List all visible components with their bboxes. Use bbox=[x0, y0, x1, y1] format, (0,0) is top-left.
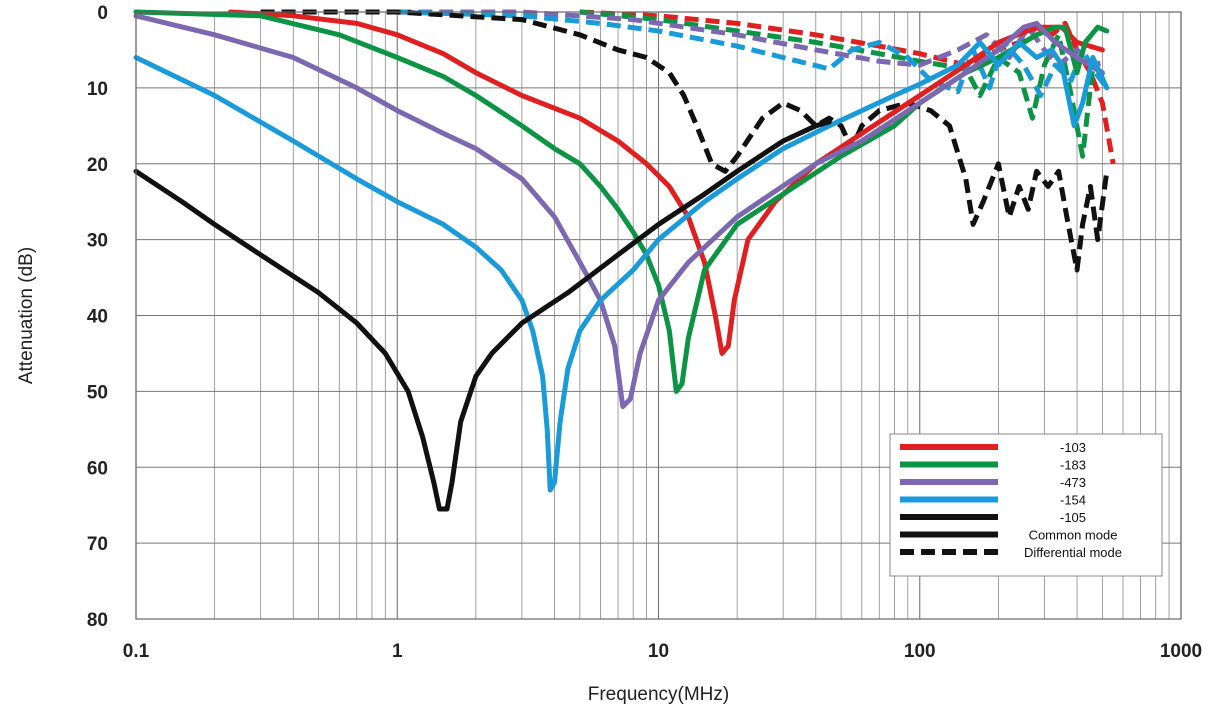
y-tick-label: 30 bbox=[87, 231, 108, 252]
legend-label: -183 bbox=[1060, 458, 1086, 473]
y-tick-label: 70 bbox=[87, 534, 108, 555]
series-line-common-105 bbox=[133, 119, 832, 512]
y-tick-labels: 0 10 20 30 40 50 60 70 80 bbox=[87, 3, 108, 631]
plot-frame bbox=[135, 11, 1182, 620]
series-line-differential-105 bbox=[260, 9, 1110, 273]
legend-label: -105 bbox=[1060, 510, 1086, 525]
x-tick-labels: 0.1 1 10 100 1000 bbox=[123, 641, 1202, 662]
series-line-common-103 bbox=[228, 9, 1105, 356]
x-axis-title: Frequency(MHz) bbox=[588, 684, 729, 705]
legend-box bbox=[889, 433, 1163, 577]
series-line-common-154 bbox=[133, 39, 1110, 493]
y-tick-label: 20 bbox=[87, 155, 108, 176]
y-tick-label: 50 bbox=[87, 382, 108, 403]
legend-label: -103 bbox=[1060, 440, 1086, 455]
legend: -103 -183 -473 -154 -105 Common mode Different… bbox=[889, 433, 1163, 577]
y-axis-title: Attenuation (dB) bbox=[16, 247, 37, 384]
x-tick-label: 0.1 bbox=[123, 641, 150, 662]
series-line-common-473 bbox=[133, 13, 1105, 410]
y-tick-label: 80 bbox=[87, 610, 108, 631]
legend-items: -103 -183 -473 -154 -105 Common mode Different… bbox=[900, 440, 1122, 560]
series-line-common-183 bbox=[133, 9, 1110, 394]
x-tick-label: 100 bbox=[904, 641, 936, 662]
y-tick-label: 10 bbox=[87, 79, 108, 100]
legend-label: Common mode bbox=[1029, 528, 1118, 543]
x-tick-label: 1 bbox=[392, 641, 403, 662]
y-tick-label: 40 bbox=[87, 307, 108, 328]
y-tick-label: 60 bbox=[87, 458, 108, 479]
x-tick-label: 10 bbox=[648, 641, 669, 662]
series-layer bbox=[133, 9, 1116, 512]
x-tick-label: 1000 bbox=[1160, 641, 1202, 662]
y-tick-label: 0 bbox=[97, 3, 108, 24]
legend-label: -473 bbox=[1060, 475, 1086, 490]
legend-label: -154 bbox=[1060, 493, 1086, 508]
legend-label: Differential mode bbox=[1024, 545, 1122, 560]
